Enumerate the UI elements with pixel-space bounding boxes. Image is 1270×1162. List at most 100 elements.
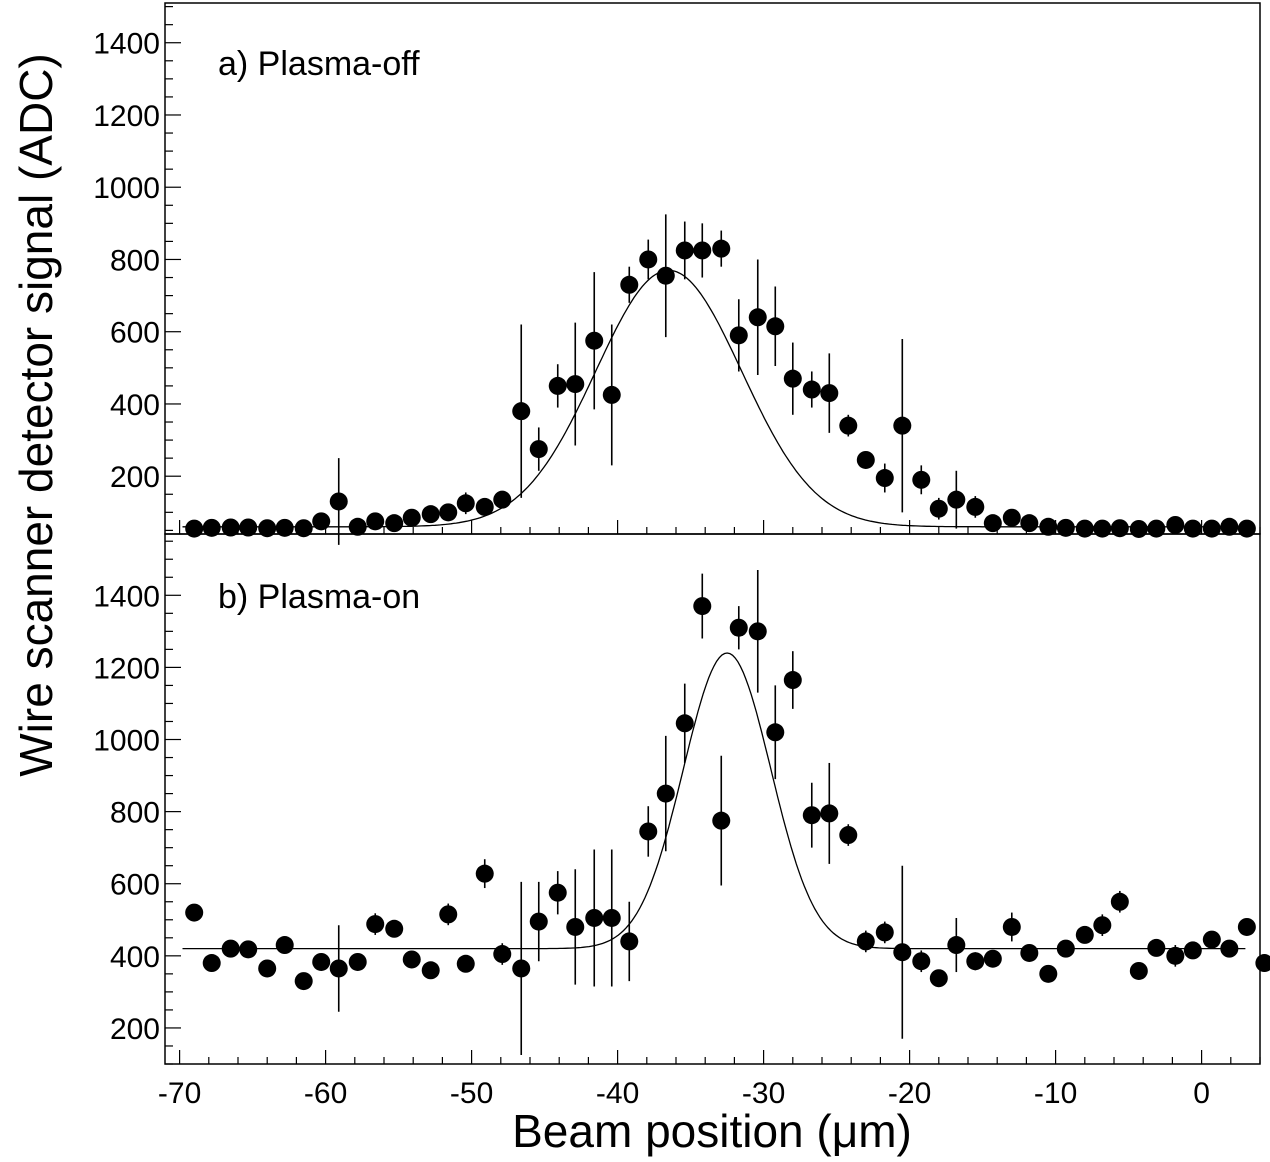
data-point: [620, 275, 639, 294]
y-tick-label: 800: [110, 797, 160, 830]
data-point: [1129, 961, 1148, 980]
panel-label-b: b) Plasma-on: [218, 578, 420, 616]
data-point: [475, 497, 494, 516]
data-point: [1056, 518, 1075, 537]
data-point: [439, 905, 458, 924]
data-point: [783, 369, 802, 388]
plot-frame: [164, 533, 1261, 1065]
data-point: [1056, 939, 1075, 958]
data-point: [202, 518, 221, 537]
data-point: [329, 959, 348, 978]
data-point: [1020, 514, 1039, 533]
panel-plasma-on: b) Plasma-on 200 400 600 800 1000 1200 1400: [93, 533, 1270, 1065]
data-point: [239, 940, 258, 959]
data-point: [221, 939, 240, 958]
data-point: [275, 518, 294, 537]
data-point: [221, 518, 240, 537]
data-point: [966, 952, 985, 971]
data-point: [439, 503, 458, 522]
y-tick-label: 1000: [93, 172, 160, 205]
data-point: [693, 241, 712, 260]
data-point: [783, 671, 802, 690]
data-point: [585, 331, 604, 350]
y-tick-label: 1200: [93, 652, 160, 685]
data-point: [493, 945, 512, 964]
y-tick-label: 800: [110, 244, 160, 277]
data-point: [947, 936, 966, 955]
data-point: [675, 241, 694, 260]
data-point: [820, 804, 839, 823]
data-point: [802, 806, 821, 825]
data-point: [839, 826, 858, 845]
data-point: [366, 915, 385, 934]
data-point: [1110, 892, 1129, 911]
data-point: [929, 969, 948, 988]
y-tick-label: 400: [110, 941, 160, 974]
y-tick-label: 200: [110, 461, 160, 494]
data-point: [929, 499, 948, 518]
data-point: [1237, 519, 1256, 538]
x-tick-label: -50: [450, 1077, 493, 1110]
data-point: [1202, 519, 1221, 538]
data-point: [620, 932, 639, 951]
data-point: [1110, 519, 1129, 538]
data-point: [856, 932, 875, 951]
panel-label-a: a) Plasma-off: [218, 45, 420, 83]
data-point: [893, 943, 912, 962]
gaussian-fit-curve: [182, 269, 1246, 528]
data-point: [421, 505, 440, 524]
data-point: [312, 512, 331, 531]
data-point: [475, 864, 494, 883]
data-point: [294, 519, 313, 538]
x-tick-label: -40: [596, 1077, 639, 1110]
data-point: [548, 376, 567, 395]
data-point: [366, 512, 385, 531]
data-point: [348, 517, 367, 536]
data-point: [820, 384, 839, 403]
data-point: [1255, 954, 1270, 973]
data-point: [656, 266, 675, 285]
data-point: [202, 954, 221, 973]
data-point: [512, 959, 531, 978]
data-point: [512, 402, 531, 421]
data-point: [639, 250, 658, 269]
data-point: [966, 497, 985, 516]
data-point: [602, 908, 621, 927]
y-tick-label: 600: [110, 869, 160, 902]
data-point: [1039, 517, 1058, 536]
data-point: [585, 908, 604, 927]
data-point: [1147, 519, 1166, 538]
x-tick-label: -20: [888, 1077, 931, 1110]
data-point: [748, 308, 767, 327]
data-point: [675, 714, 694, 733]
data-point: [1147, 938, 1166, 957]
data-point: [912, 952, 931, 971]
data-point: [1093, 916, 1112, 935]
data-point: [456, 494, 475, 513]
data-point: [566, 375, 585, 394]
gaussian-fit-curve: [182, 652, 1246, 950]
data-point: [1075, 519, 1094, 538]
y-tick-label: 1200: [93, 100, 160, 133]
data-point: [1039, 964, 1058, 983]
data-point: [294, 972, 313, 991]
data-point: [329, 492, 348, 511]
data-point: [1183, 519, 1202, 538]
data-point: [275, 936, 294, 955]
data-point: [802, 380, 821, 399]
data-point: [766, 317, 785, 336]
y-tick-label: 200: [110, 1013, 160, 1046]
data-point: [548, 883, 567, 902]
data-point: [656, 784, 675, 803]
data-point: [1183, 941, 1202, 960]
data-point: [983, 949, 1002, 968]
data-point: [729, 618, 748, 637]
data-point: [712, 811, 731, 830]
data-point: [1075, 925, 1094, 944]
x-tick-label: 0: [1193, 1077, 1210, 1110]
data-point: [875, 469, 894, 488]
data-point: [1202, 930, 1221, 949]
data-point: [258, 959, 277, 978]
x-axis-title: Beam position (μm): [512, 1105, 912, 1157]
